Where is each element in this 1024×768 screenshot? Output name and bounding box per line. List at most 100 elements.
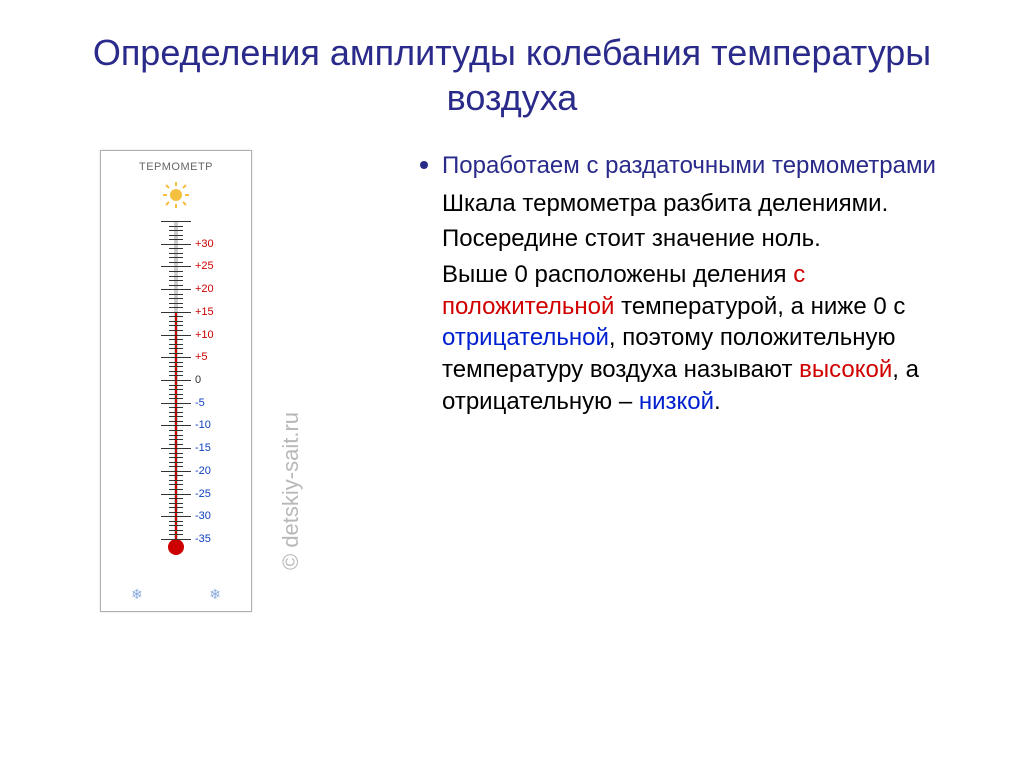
- tick-minor: [169, 507, 183, 508]
- snowflake-icon: ❄: [209, 586, 221, 603]
- tick-minor: [169, 484, 183, 485]
- snowflake-icon: ❄: [131, 586, 143, 603]
- tick-major: [161, 357, 191, 358]
- tick-minor: [169, 285, 183, 286]
- paragraph-3: Выше 0 расположены деления с положительн…: [442, 259, 964, 417]
- tick-minor: [169, 457, 183, 458]
- thermometer-scale: +30+25+20+15+10+50-5-10-15-20-25-30-35: [141, 221, 211, 561]
- tick-minor: [169, 239, 183, 240]
- tick-minor: [169, 462, 183, 463]
- bullet-lead-text: Поработаем с раздаточными термометрами: [442, 150, 936, 182]
- tick-minor: [169, 534, 183, 535]
- tick-minor: [169, 316, 183, 317]
- tick-minor: [169, 366, 183, 367]
- tick-minor: [169, 298, 183, 299]
- tick-major: [161, 221, 191, 222]
- tick-minor: [169, 489, 183, 490]
- p3-high: высокой: [799, 356, 892, 383]
- tick-label: +25: [195, 260, 214, 272]
- tick-label: -20: [195, 465, 211, 477]
- tick-label: -35: [195, 533, 211, 545]
- tick-minor: [169, 503, 183, 504]
- thermometer-panel: ТЕРМОМЕТР: [60, 150, 380, 612]
- bullet-item: Поработаем с раздаточными термометрами: [420, 150, 964, 182]
- bullet-dot-icon: [420, 161, 428, 169]
- tick-minor: [169, 512, 183, 513]
- tick-major: [161, 289, 191, 290]
- tick-minor: [169, 353, 183, 354]
- tick-major: [161, 244, 191, 245]
- tick-minor: [169, 394, 183, 395]
- tick-minor: [169, 475, 183, 476]
- tick-major: [161, 403, 191, 404]
- tick-minor: [169, 421, 183, 422]
- tick-minor: [169, 385, 183, 386]
- paragraph-1: Шкала термометра разбита делениями.: [442, 188, 964, 220]
- p3-text: Выше 0 расположены деления: [442, 261, 793, 288]
- watermark-text: © detskiy-sait.ru: [278, 412, 304, 570]
- p3-low: низкой: [639, 388, 714, 415]
- tick-minor: [169, 439, 183, 440]
- tick-minor: [169, 280, 183, 281]
- tick-minor: [169, 521, 183, 522]
- tick-minor: [169, 389, 183, 390]
- tick-minor: [169, 412, 183, 413]
- tick-major: [161, 380, 191, 381]
- thermometer-bulb: [168, 539, 184, 555]
- tick-major: [161, 312, 191, 313]
- tick-minor: [169, 262, 183, 263]
- tick-minor: [169, 226, 183, 227]
- tick-minor: [169, 430, 183, 431]
- tick-label: +10: [195, 329, 214, 341]
- thermometer-card: ТЕРМОМЕТР: [100, 150, 252, 612]
- tick-minor: [169, 348, 183, 349]
- tick-minor: [169, 294, 183, 295]
- tick-minor: [169, 307, 183, 308]
- tick-minor: [169, 480, 183, 481]
- tick-minor: [169, 330, 183, 331]
- tick-label: -15: [195, 442, 211, 454]
- tick-label: -25: [195, 488, 211, 500]
- tick-minor: [169, 398, 183, 399]
- tick-minor: [169, 276, 183, 277]
- tick-label: +5: [195, 351, 208, 363]
- paragraph-2: Посередине стоит значение ноль.: [442, 223, 964, 255]
- tick-minor: [169, 375, 183, 376]
- tick-label: +15: [195, 306, 214, 318]
- tick-minor: [169, 371, 183, 372]
- tick-minor: [169, 344, 183, 345]
- tick-major: [161, 471, 191, 472]
- text-panel: Поработаем с раздаточными термометрами Ш…: [420, 150, 964, 612]
- tick-major: [161, 448, 191, 449]
- tick-minor: [169, 248, 183, 249]
- thermometer-label: ТЕРМОМЕТР: [139, 161, 213, 173]
- tick-minor: [169, 235, 183, 236]
- tick-minor: [169, 257, 183, 258]
- sun-icon: [162, 181, 190, 209]
- tick-minor: [169, 444, 183, 445]
- tick-minor: [169, 498, 183, 499]
- tick-minor: [169, 435, 183, 436]
- tick-minor: [169, 525, 183, 526]
- tick-minor: [169, 271, 183, 272]
- tick-major: [161, 425, 191, 426]
- tick-label: +30: [195, 238, 214, 250]
- slide: Определения амплитуды колебания температ…: [0, 0, 1024, 768]
- tick-minor: [169, 407, 183, 408]
- tick-major: [161, 494, 191, 495]
- content-row: ТЕРМОМЕТР: [60, 150, 964, 612]
- tick-label: -30: [195, 510, 211, 522]
- tick-minor: [169, 453, 183, 454]
- p3-negative: отрицательной: [442, 324, 609, 351]
- tick-minor: [169, 530, 183, 531]
- tick-minor: [169, 253, 183, 254]
- tick-label: +20: [195, 283, 214, 295]
- tick-major: [161, 335, 191, 336]
- tick-minor: [169, 230, 183, 231]
- tick-major: [161, 516, 191, 517]
- tick-major: [161, 266, 191, 267]
- p3-text: .: [714, 388, 721, 415]
- tick-minor: [169, 303, 183, 304]
- tick-minor: [169, 339, 183, 340]
- tick-label: -5: [195, 397, 205, 409]
